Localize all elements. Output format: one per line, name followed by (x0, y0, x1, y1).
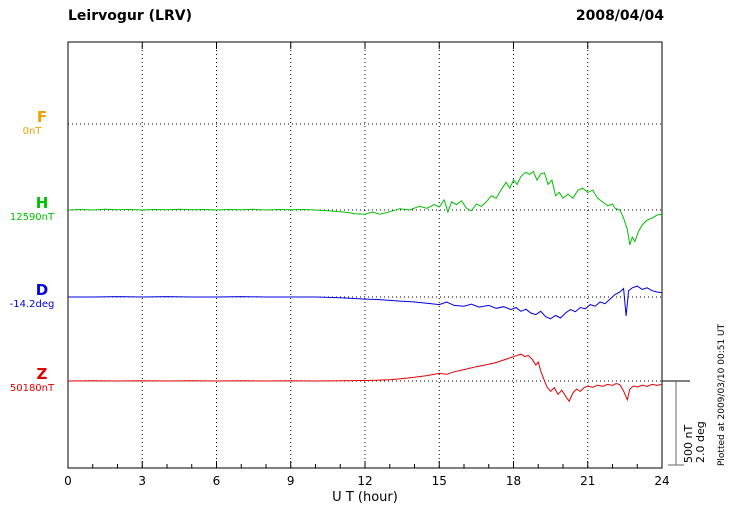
trace-label-D: D (35, 281, 49, 299)
plot-date: 2008/04/04 (575, 8, 664, 24)
x-tick-label: 18 (506, 474, 521, 488)
trace-D (68, 285, 663, 320)
scale-label-nt: 500 nT (682, 425, 695, 463)
trace-baseline-F: 0nT (22, 126, 42, 137)
x-tick-label: 21 (580, 474, 595, 488)
scale-label-deg: 2.0 deg (694, 421, 707, 463)
trace-baseline-H: 12590nT (9, 212, 55, 223)
station-title: Leirvogur (LRV) (68, 8, 192, 24)
x-tick-label: 6 (213, 474, 221, 488)
x-tick-label: 0 (64, 474, 72, 488)
trace-H (67, 170, 663, 246)
trace-baseline-Z: 50180nT (9, 383, 55, 394)
x-tick-label: 3 (138, 474, 146, 488)
trace-Z (67, 353, 663, 403)
trace-label-Z: Z (36, 365, 48, 383)
x-tick-label: 15 (432, 474, 447, 488)
plotted-at-note: Plotted at 2009/03/10 00:51 UT (717, 323, 727, 466)
x-tick-label: 24 (654, 474, 669, 488)
x-axis-title: U T (hour) (332, 490, 398, 505)
trace-label-H: H (35, 194, 49, 212)
x-tick-label: 9 (287, 474, 295, 488)
trace-label-F: F (36, 108, 48, 126)
x-tick-label: 12 (357, 474, 372, 488)
trace-baseline-D: -14.2deg (9, 299, 55, 310)
